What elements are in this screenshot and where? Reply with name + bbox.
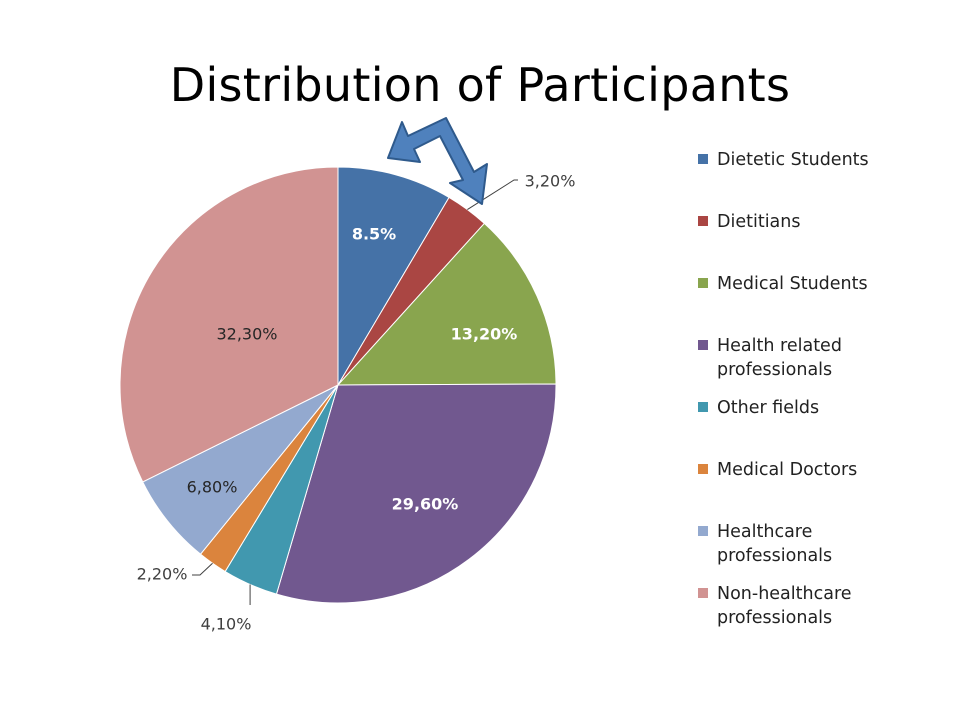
legend-label: Non-healthcare professionals — [717, 584, 852, 628]
pie-slice-medical-students — [336, 222, 557, 386]
legend-swatch — [698, 402, 708, 412]
pie-slices — [119, 166, 557, 604]
double-arrow-annotation — [387, 117, 488, 205]
pie-slice-dietetic-students — [337, 166, 450, 387]
legend-item-medical-doctors: Medical Doctors — [698, 458, 927, 482]
legend-swatch — [698, 464, 708, 474]
data-label-dietitians: 3,20% — [525, 172, 576, 191]
legend-item-other-fields: Other fields — [698, 396, 927, 420]
leader-line-medical-doctors — [192, 562, 213, 576]
legend-swatch — [698, 216, 708, 226]
legend-label: Other fields — [717, 398, 820, 418]
legend-label: Medical Students — [717, 274, 868, 294]
data-label-medical-students: 13,20% — [451, 325, 518, 344]
legend-swatch — [698, 278, 708, 288]
legend-item-medical-students: Medical Students — [698, 272, 927, 296]
legend-item-healthcare-professionals: Healthcare professionals — [698, 520, 927, 568]
data-label-healthcare-professionals: 6,80% — [187, 478, 238, 497]
pie-slice-health-related-professionals — [275, 383, 557, 604]
legend-item-dietitians: Dietitians — [698, 210, 927, 234]
data-labels: 8.5% 3,20% 13,20% 29,60% 4,10% 2,20% 6,80% 32,3… — [137, 172, 576, 634]
legend-item-health-related-professionals: Health related professionals — [698, 334, 927, 382]
legend-item-non-healthcare-professionals: Non-healthcare professionals — [698, 582, 927, 630]
pie-slice-non-healthcare-professionals — [119, 166, 339, 483]
legend-label: Dietitians — [717, 212, 801, 232]
legend-label: Health related professionals — [717, 336, 842, 380]
legend-swatch — [698, 340, 708, 350]
chart-title: Distribution of Participants — [169, 58, 791, 112]
legend-label: Dietetic Students — [717, 150, 869, 170]
legend-swatch — [698, 154, 708, 164]
data-label-other-fields: 4,10% — [201, 615, 252, 634]
data-label-non-healthcare-professionals: 32,30% — [216, 325, 277, 344]
data-label-health-related-professionals: 29,60% — [392, 495, 459, 514]
legend-swatch — [698, 526, 708, 536]
legend-item-dietetic-students: Dietetic Students — [698, 148, 927, 172]
legend-swatch — [698, 588, 708, 598]
legend-label: Healthcare professionals — [717, 522, 833, 566]
double-arrow-icon — [387, 117, 488, 205]
legend-label: Medical Doctors — [717, 460, 858, 480]
data-label-medical-doctors: 2,20% — [137, 565, 188, 584]
data-label-dietetic-students: 8.5% — [352, 225, 396, 244]
